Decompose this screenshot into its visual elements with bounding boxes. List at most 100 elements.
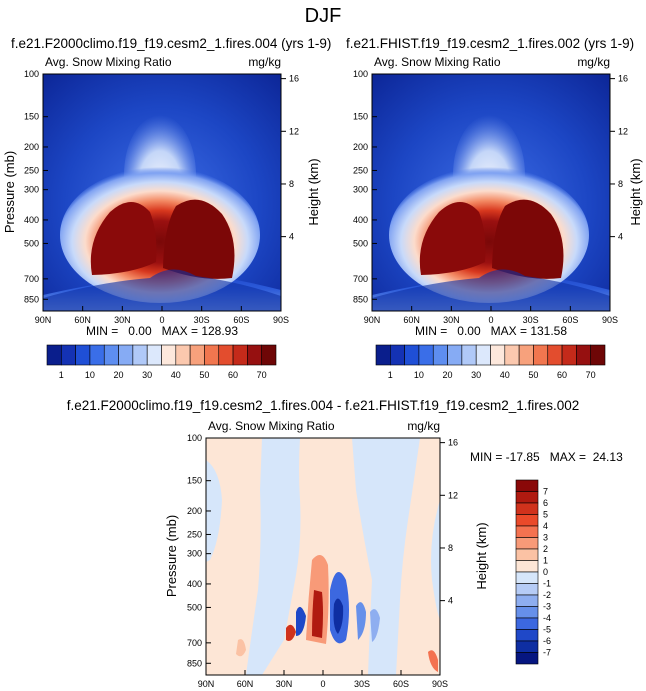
- colorbar-label: -6: [543, 636, 551, 646]
- colorbar-label: -1: [543, 579, 551, 589]
- field-positive-edge: [428, 650, 438, 672]
- y-right-tick-label: 12: [618, 126, 628, 136]
- y-tick-label: 150: [187, 476, 202, 486]
- colorbar-label: 40: [500, 370, 510, 380]
- colorbar-swatch: [515, 491, 539, 504]
- y-tick-label: 200: [187, 506, 202, 516]
- colorbar-label: 6: [543, 498, 548, 508]
- colorbar-label: 30: [471, 370, 481, 380]
- colorbar-label: 50: [199, 370, 209, 380]
- colorbar-swatch: [515, 652, 539, 665]
- y-tick-label: 700: [353, 274, 368, 284]
- colorbar-label: -5: [543, 625, 551, 635]
- y-tick-label: 700: [187, 638, 202, 648]
- colorbar-swatch: [515, 479, 539, 492]
- x-axis: 90N 60N 30N 0 30S 60S 90S: [364, 306, 618, 325]
- colorbar-swatch: [515, 514, 539, 527]
- y-tick-label: 850: [353, 294, 368, 304]
- colorbar-swatch: [590, 344, 606, 366]
- y-axis-label-right: Height (km): [474, 522, 489, 589]
- y-tick-label: 400: [24, 215, 39, 225]
- colorbar-swatch: [475, 344, 491, 366]
- colorbar-swatch: [46, 344, 62, 366]
- panel-title: f.e21.F2000climo.f19_f19.cesm2_1.fires.0…: [11, 36, 331, 51]
- plot-area: [372, 74, 610, 311]
- field-negative-region: [431, 500, 440, 620]
- colorbar-swatch: [61, 344, 76, 366]
- y-right-tick-label: 12: [448, 490, 458, 500]
- panel-right: f.e21.FHIST.f19_f19.cesm2_1.fires.002 (y…: [346, 36, 643, 338]
- y-tick-label: 200: [353, 142, 368, 152]
- colorbar-swatch: [432, 344, 448, 366]
- x-tick-label: 90N: [198, 679, 215, 689]
- colorbar-swatch: [175, 344, 191, 366]
- colorbar-swatch: [390, 344, 405, 366]
- y-right-tick-label: 4: [448, 596, 453, 606]
- y-tick-label: 100: [24, 69, 39, 79]
- y-tick-label: 500: [24, 238, 39, 248]
- colorbar-label: 70: [257, 370, 267, 380]
- colorbar-label: 5: [543, 510, 548, 520]
- colorbar-label: 40: [171, 370, 181, 380]
- field-core-left: [90, 202, 157, 275]
- colorbar-swatch: [218, 344, 234, 366]
- colorbar-swatch: [547, 344, 563, 366]
- y-tick-label: 300: [24, 185, 39, 195]
- colorbar-swatch: [375, 344, 391, 366]
- x-tick-label: 30S: [354, 679, 370, 689]
- colorbar-swatch: [561, 344, 577, 366]
- y-tick-label: 850: [24, 294, 39, 304]
- min-max-text: MIN = 0.00 MAX = 131.58: [415, 324, 567, 338]
- y-tick-label: 200: [24, 142, 39, 152]
- min-max-text: MIN = 0.00 MAX = 128.93: [86, 324, 238, 338]
- y-tick-label: 250: [187, 529, 202, 539]
- colorbar-swatch: [515, 583, 539, 596]
- panel-difference: f.e21.F2000climo.f19_f19.cesm2_1.fires.0…: [67, 398, 623, 689]
- y-right-tick-label: 8: [289, 179, 294, 189]
- colorbar-swatch: [89, 344, 105, 366]
- panel-subtitle-units: mg/kg: [407, 419, 440, 433]
- x-tick-label: 90N: [35, 315, 52, 325]
- colorbar-swatch: [146, 344, 162, 366]
- colorbar-label: 30: [142, 370, 152, 380]
- colorbar-label: 4: [543, 521, 548, 531]
- panel-subtitle-units: mg/kg: [577, 55, 610, 69]
- field-positive-core: [312, 590, 323, 638]
- y-tick-label: 700: [24, 274, 39, 284]
- colorbar-swatch: [515, 560, 539, 573]
- y-axis-right: 16 12 8 4: [440, 438, 458, 606]
- colorbar-swatch: [75, 344, 91, 366]
- y-right-tick-label: 4: [289, 232, 294, 242]
- colorbar-swatch: [515, 548, 539, 561]
- y-tick-label: 250: [24, 165, 39, 175]
- x-tick-label: 90N: [364, 315, 381, 325]
- field-core-right: [163, 199, 235, 279]
- x-tick-label: 60S: [393, 679, 409, 689]
- colorbar-label: -4: [543, 613, 551, 623]
- panel-subtitle-variable: Avg. Snow Mixing Ratio: [208, 419, 335, 433]
- x-tick-label: 60S: [233, 315, 249, 325]
- colorbar-swatch: [132, 344, 148, 366]
- y-tick-label: 500: [187, 602, 202, 612]
- field-positive-edge: [236, 639, 246, 657]
- colorbar-swatch: [103, 344, 119, 366]
- colorbar-swatch: [161, 344, 177, 366]
- field-positive-edge: [286, 624, 296, 641]
- colorbar-swatch: [447, 344, 463, 366]
- field-lower-dip: [43, 269, 281, 311]
- y-tick-label: 150: [353, 112, 368, 122]
- x-tick-label: 30N: [276, 679, 293, 689]
- x-tick-label: 0: [159, 315, 164, 325]
- colorbar-swatch: [418, 344, 434, 366]
- colorbar-label: 20: [114, 370, 124, 380]
- x-tick-label: 60N: [74, 315, 91, 325]
- colorbar-swatch: [404, 344, 420, 366]
- field-negative-core: [370, 609, 380, 642]
- colorbar-label: 2: [543, 544, 548, 554]
- colorbar-label: 10: [85, 370, 95, 380]
- y-tick-label: 400: [187, 579, 202, 589]
- y-right-tick-label: 4: [618, 232, 623, 242]
- colorbar-swatch: [518, 344, 534, 366]
- y-axis-right: 16 12 8 4: [281, 74, 299, 242]
- y-tick-label: 500: [353, 238, 368, 248]
